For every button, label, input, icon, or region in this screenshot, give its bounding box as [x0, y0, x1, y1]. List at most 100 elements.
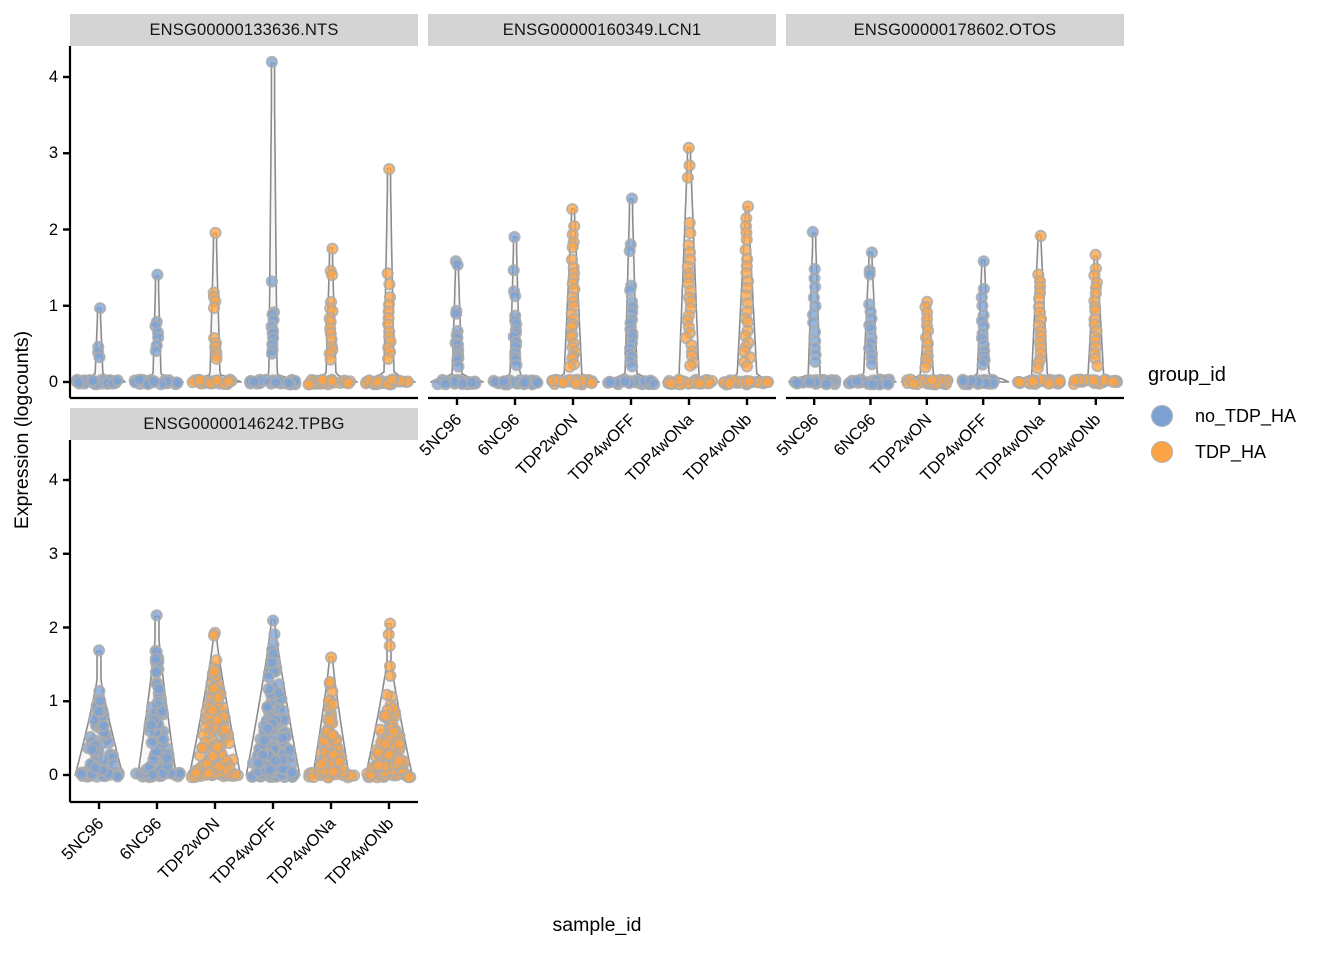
data-point — [452, 360, 465, 373]
data-point — [807, 316, 820, 329]
data-point — [383, 278, 396, 291]
data-point — [509, 289, 522, 303]
legend-item-label: TDP_HA — [1195, 441, 1267, 462]
data-point — [265, 656, 279, 669]
data-point — [265, 347, 278, 360]
data-point — [803, 376, 816, 389]
data-point — [92, 644, 106, 657]
data-point — [206, 704, 219, 717]
data-point — [147, 375, 161, 388]
data-point — [372, 759, 385, 772]
data-point — [665, 377, 678, 390]
data-point — [92, 705, 105, 718]
y-tick-label: 1 — [48, 296, 58, 315]
x-axis-title: sample_id — [552, 914, 642, 936]
data-point — [276, 731, 289, 745]
data-point — [693, 377, 706, 390]
data-point — [72, 376, 85, 389]
data-point — [681, 171, 695, 184]
data-point — [1031, 362, 1044, 375]
data-point — [1013, 375, 1026, 389]
data-point — [1034, 229, 1047, 242]
data-point — [261, 722, 274, 735]
facet-panel — [70, 55, 416, 391]
data-point — [210, 654, 223, 667]
data-point — [382, 748, 395, 762]
data-point — [222, 375, 235, 388]
data-point — [324, 651, 338, 664]
data-point — [326, 765, 340, 778]
data-point — [266, 614, 280, 627]
data-point — [161, 752, 174, 765]
data-point — [865, 358, 879, 371]
y-tick-label: 2 — [48, 618, 58, 637]
legend-item: TDP_HA — [1148, 441, 1338, 463]
data-point — [87, 374, 100, 387]
data-point — [557, 376, 570, 389]
data-point — [563, 360, 576, 373]
data-point — [497, 375, 510, 388]
data-point — [518, 376, 531, 389]
data-point — [976, 358, 989, 371]
data-point — [1026, 375, 1040, 388]
data-point — [439, 378, 452, 391]
data-point — [268, 628, 281, 641]
data-point — [171, 376, 184, 389]
data-point — [207, 629, 220, 642]
data-point — [381, 352, 395, 365]
data-point — [97, 753, 110, 766]
data-point — [585, 376, 598, 390]
data-point — [1042, 377, 1055, 390]
legend: group_id no_TDP_HA TDP_HA — [1148, 364, 1338, 477]
y-axis-title: Expression (logcounts) — [11, 330, 33, 530]
data-point — [342, 377, 355, 390]
data-point — [146, 768, 159, 781]
y-tick-label: 4 — [48, 68, 58, 86]
data-point — [371, 375, 384, 388]
data-point — [152, 682, 165, 696]
data-point — [315, 758, 328, 771]
data-point — [285, 766, 298, 779]
data-point — [683, 159, 696, 172]
data-point — [510, 358, 523, 372]
legend-item-label: no_TDP_HA — [1195, 405, 1297, 426]
data-point — [648, 378, 661, 391]
data-point — [208, 664, 221, 678]
data-point — [145, 736, 158, 749]
data-point — [210, 741, 223, 754]
data-point — [145, 718, 158, 732]
data-point — [451, 258, 464, 271]
legend-title: group_id — [1148, 364, 1226, 386]
data-point — [740, 360, 754, 373]
data-point — [189, 767, 202, 780]
data-point — [507, 264, 520, 277]
data-point — [820, 378, 833, 391]
data-point — [809, 355, 822, 368]
y-tick-label: 4 — [48, 471, 58, 489]
data-point — [531, 376, 544, 389]
data-point — [150, 665, 163, 679]
data-point — [326, 242, 339, 255]
data-point — [265, 275, 278, 288]
data-point — [282, 376, 295, 389]
data-point — [193, 374, 206, 387]
data-point — [907, 377, 920, 390]
data-point — [252, 756, 265, 770]
legend-circle-icon — [1151, 441, 1173, 463]
data-point — [809, 280, 822, 293]
data-point — [806, 225, 819, 238]
data-point — [332, 755, 346, 768]
data-point — [264, 763, 277, 776]
data-point — [75, 767, 88, 781]
data-point — [219, 723, 232, 736]
data-point — [272, 686, 286, 700]
data-point — [262, 670, 275, 684]
data-point — [682, 141, 695, 154]
y-tick-label: 0 — [48, 373, 58, 391]
data-point — [790, 376, 804, 390]
data-point — [604, 375, 617, 389]
data-point — [156, 704, 169, 718]
data-point — [684, 359, 697, 372]
data-point — [89, 761, 102, 775]
data-point — [566, 241, 579, 254]
